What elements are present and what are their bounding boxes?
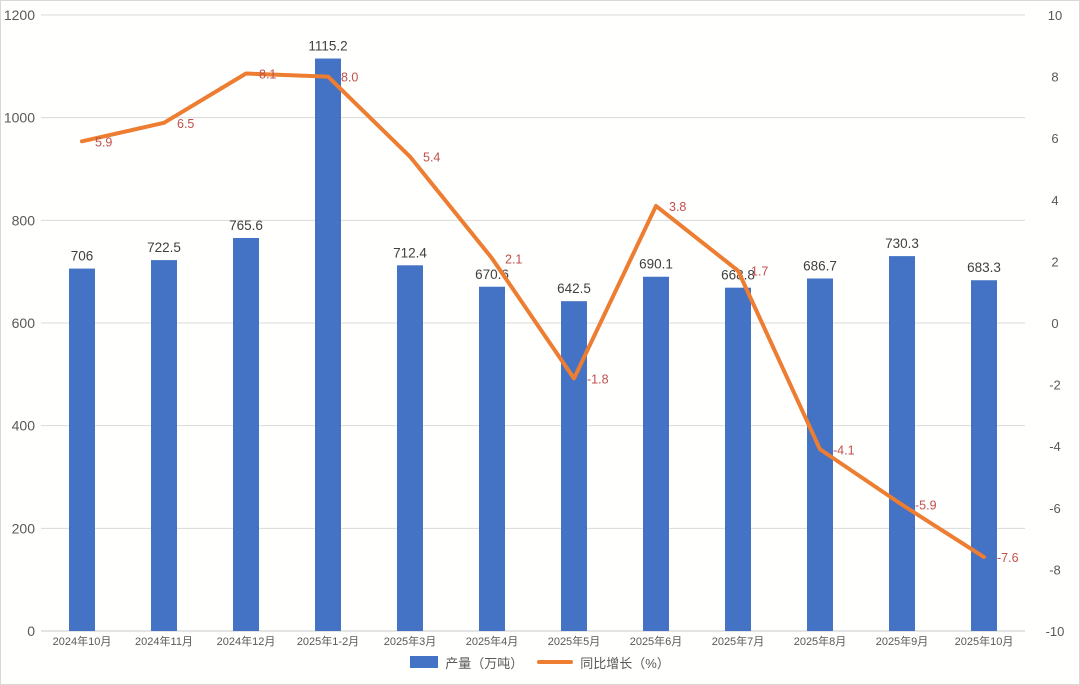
line-value-label: 5.9 <box>95 135 112 149</box>
growth-line <box>80 71 986 560</box>
left-axis-tick: 1200 <box>4 7 35 23</box>
legend-line-swatch <box>537 660 574 664</box>
left-axis-tick: 600 <box>12 315 36 331</box>
bar <box>233 237 259 631</box>
bar <box>971 280 997 631</box>
x-axis-category-label: 2025年10月 <box>955 634 1014 648</box>
bar <box>561 301 587 631</box>
x-axis-category-label: 2025年8月 <box>794 634 847 648</box>
bar-value-label: 683.3 <box>967 260 1001 275</box>
chart-legend: 产量（万吨） 同比增长（%） <box>1 647 1079 677</box>
line-value-label: 5.4 <box>423 151 440 165</box>
line-value-label: -1.8 <box>587 372 609 386</box>
x-axis-category-label: 2025年4月 <box>466 634 519 648</box>
bar-value-label: 642.5 <box>557 281 591 296</box>
combo-chart: 0 200 400 600 800 1000 1200 -10 -8 -6 -4 -2 0 2 4 6 8 10 2… <box>4 7 1065 648</box>
bar-value-label: 686.7 <box>803 258 837 273</box>
x-axis-category-label: 2025年6月 <box>630 634 683 648</box>
line-value-label: -4.1 <box>833 443 855 457</box>
right-axis-tick: -10 <box>1046 624 1065 639</box>
bar-value-label: 706 <box>71 249 94 264</box>
bar-value-label: 690.1 <box>639 257 673 272</box>
bar <box>889 256 915 631</box>
line-value-label: 6.5 <box>177 117 194 131</box>
bar <box>315 58 341 632</box>
line-value-label: 1.7 <box>751 265 768 279</box>
right-axis-tick: 2 <box>1051 254 1058 269</box>
legend-item-production: 产量（万吨） <box>410 653 523 672</box>
bar <box>397 265 423 631</box>
legend-label: 产量（万吨） <box>445 655 524 671</box>
legend-bar-swatch <box>410 656 439 668</box>
line-value-label: 8.0 <box>341 71 358 85</box>
x-axis-category-label: 2025年9月 <box>876 634 929 648</box>
x-axis-category-label: 2025年5月 <box>548 634 601 648</box>
left-axis-tick: 400 <box>12 418 36 434</box>
x-axis-category-label: 2025年7月 <box>712 634 765 648</box>
bar <box>479 286 505 631</box>
x-axis-category-label: 2024年10月 <box>53 634 112 648</box>
right-axis-tick: 6 <box>1051 131 1058 146</box>
line-value-label: -5.9 <box>915 499 937 513</box>
bar-value-label: 765.6 <box>229 218 263 233</box>
right-axis-tick: -6 <box>1049 501 1061 516</box>
legend-label: 同比增长（%） <box>580 655 670 671</box>
bar-value-label: 722.5 <box>147 240 181 255</box>
x-axis-category-label: 2025年3月 <box>384 634 437 648</box>
right-axis-tick: 8 <box>1051 70 1058 85</box>
left-axis-tick: 0 <box>27 623 35 639</box>
bar <box>725 287 751 631</box>
line-value-label: 8.1 <box>259 68 276 82</box>
x-axis-category-label: 2024年12月 <box>217 634 276 648</box>
x-axis-category-label: 2025年1-2月 <box>297 634 359 648</box>
left-axis-tick: 1000 <box>4 110 35 126</box>
line-value-label: -7.6 <box>997 551 1019 565</box>
right-axis-tick: 10 <box>1048 8 1062 23</box>
bar <box>151 260 177 631</box>
right-axis-tick: -4 <box>1049 439 1061 454</box>
bar <box>643 276 669 631</box>
right-axis-tick: -2 <box>1049 378 1061 393</box>
right-axis-tick: -8 <box>1049 562 1061 577</box>
line-value-label: 3.8 <box>669 200 686 214</box>
right-axis-tick: 4 <box>1051 193 1058 208</box>
left-axis-tick: 800 <box>12 212 36 228</box>
bar-value-label: 712.4 <box>393 245 427 260</box>
line-value-label: 2.1 <box>505 252 522 266</box>
x-axis-category-label: 2024年11月 <box>135 634 193 648</box>
bar <box>69 268 95 631</box>
right-axis-tick: 0 <box>1051 316 1058 331</box>
bar-value-label: 1115.2 <box>308 39 347 54</box>
bar-value-label: 730.3 <box>885 236 919 251</box>
legend-item-growth: 同比增长（%） <box>537 653 670 672</box>
left-axis-tick: 200 <box>12 520 36 536</box>
